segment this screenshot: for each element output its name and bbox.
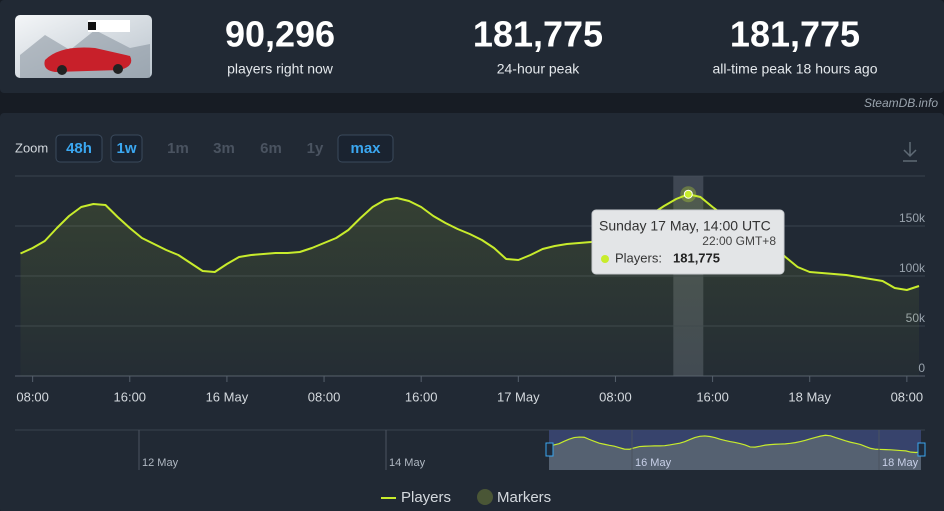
stat-label: players right now: [227, 61, 334, 77]
legend: Players Markers: [381, 489, 551, 506]
navigator-handle[interactable]: [545, 442, 554, 457]
navigator-label: 16 May: [635, 457, 672, 469]
legend-text[interactable]: Players: [401, 489, 451, 506]
x-tick-label: 08:00: [308, 389, 341, 404]
x-tick-label: 16 May: [206, 389, 249, 404]
legend-marker: [477, 489, 493, 505]
tooltip-title: Sunday 17 May, 14:00 UTC: [599, 218, 771, 234]
navigator-label: 18 May: [882, 457, 919, 469]
tooltip: [591, 209, 785, 275]
x-tick-label: 16:00: [696, 389, 729, 404]
x-tick-label: 16:00: [405, 389, 438, 404]
zoom-buttons: 48h 1w 1m 3m 6m 1y max: [55, 134, 394, 163]
navigator-label: 14 May: [389, 457, 426, 469]
hover-point: [683, 189, 693, 199]
zoom-button-text: 1m: [167, 140, 189, 157]
download-icon[interactable]: [903, 142, 917, 162]
y-tick-label: 100k: [899, 261, 926, 275]
zoom-button-text: 6m: [260, 140, 282, 157]
navigator-label: 12 May: [142, 457, 179, 469]
legend-text[interactable]: Markers: [497, 489, 551, 506]
navigator-line: [548, 434, 922, 454]
zoom-label: Zoom: [15, 140, 48, 155]
navigator-area: [549, 435, 921, 470]
zoom-button[interactable]: [110, 134, 143, 163]
x-tick-label: 17 May: [497, 389, 540, 404]
stat-label: 24-hour peak: [497, 61, 581, 77]
zoom-button-text[interactable]: 1w: [116, 140, 136, 157]
x-tick-label: 08:00: [891, 389, 924, 404]
tooltip-value: 181,775: [673, 250, 720, 265]
x-tick-label: 18 May: [788, 389, 831, 404]
stat-value: 181,775: [473, 14, 603, 55]
zoom-button-text[interactable]: 48h: [66, 140, 92, 157]
tooltip-subtitle: 22:00 GMT+8: [702, 234, 776, 248]
stat-value: 181,775: [730, 14, 860, 55]
header-panel: [0, 0, 944, 93]
x-tick-label: 08:00: [599, 389, 632, 404]
y-tick-label: 150k: [899, 211, 926, 225]
zoom-button-text[interactable]: max: [350, 140, 381, 157]
stat-label: all-time peak 18 hours ago: [713, 61, 878, 77]
navigator-window: [549, 430, 921, 470]
stat-value: 90,296: [225, 14, 335, 55]
y-tick-label: 0: [918, 361, 925, 375]
tooltip-dot: [601, 255, 609, 263]
zoom-button-text: 1y: [307, 140, 324, 157]
game-image: [15, 15, 152, 78]
navigator-handle[interactable]: [917, 442, 926, 457]
zoom-button[interactable]: [55, 134, 103, 163]
x-tick-label: 16:00: [114, 389, 147, 404]
credit: SteamDB.info: [864, 96, 938, 110]
zoom-button-text: 3m: [213, 140, 235, 157]
tooltip-label: Players:: [615, 250, 662, 265]
zoom-button[interactable]: [337, 134, 394, 163]
x-tick-label: 08:00: [16, 389, 49, 404]
